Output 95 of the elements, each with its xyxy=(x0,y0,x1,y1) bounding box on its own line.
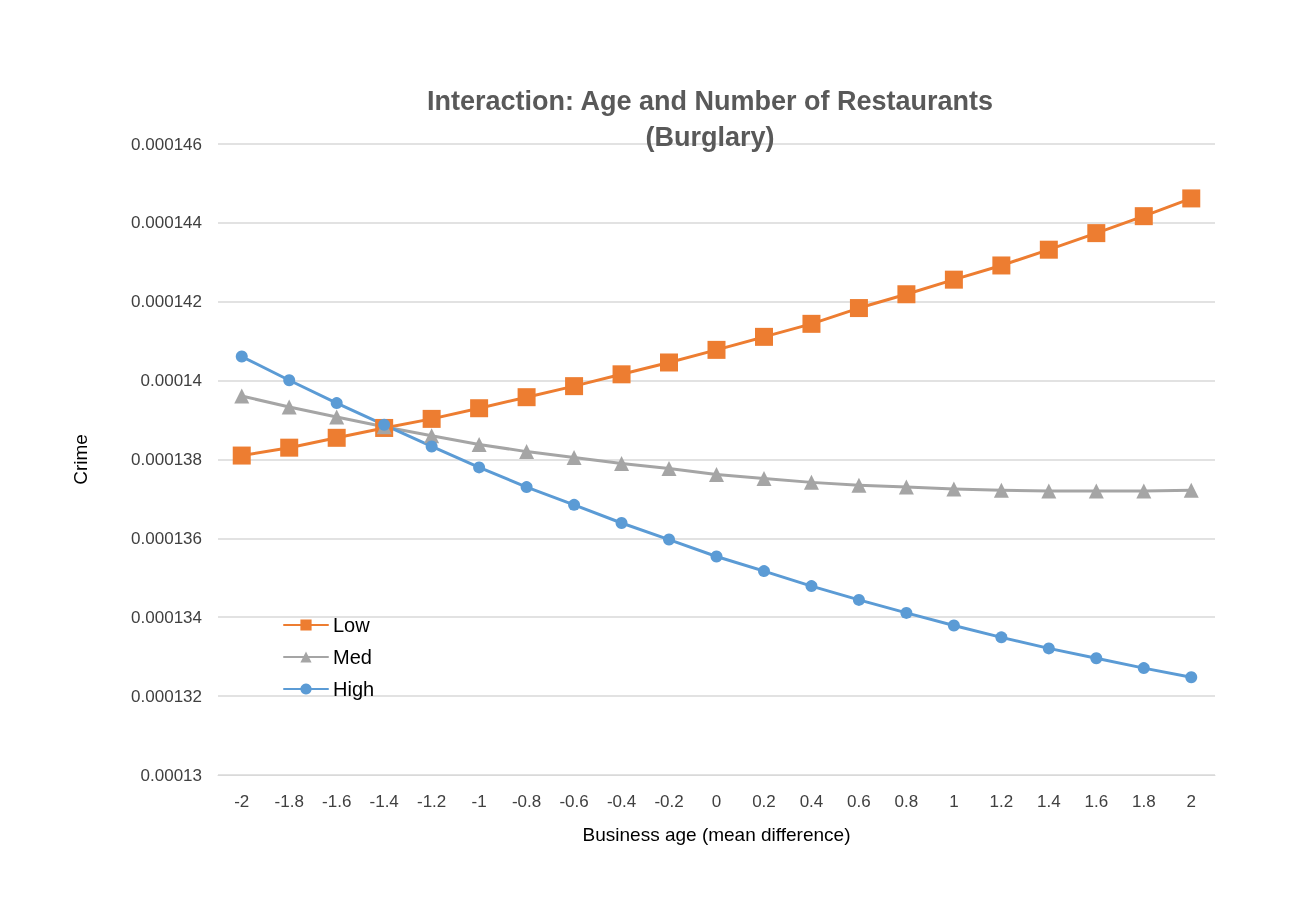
x-tick-label: -1.4 xyxy=(369,792,399,811)
x-tick-label: 0 xyxy=(711,792,722,811)
point xyxy=(327,428,346,447)
x-tick-label: -0.6 xyxy=(559,792,589,811)
point xyxy=(1088,483,1104,499)
y-tick-label: 0.000146 xyxy=(131,134,202,154)
point xyxy=(851,477,867,493)
x-tick-label: -2 xyxy=(234,792,250,811)
point xyxy=(614,455,630,471)
point xyxy=(757,565,770,578)
point xyxy=(946,481,962,497)
x-tick-label: 0.6 xyxy=(847,792,871,811)
y-tick-label: 0.000138 xyxy=(131,450,202,469)
x-tick-label: 0.8 xyxy=(894,792,919,811)
y-tick-label: 0.000134 xyxy=(131,607,202,627)
point xyxy=(710,550,723,563)
point xyxy=(329,409,345,425)
x-axis-title: Business age (mean difference) xyxy=(582,824,851,845)
point xyxy=(234,388,250,404)
point xyxy=(1134,207,1153,226)
point xyxy=(707,340,726,359)
point xyxy=(517,388,536,407)
point xyxy=(473,461,486,474)
point xyxy=(568,498,581,511)
point xyxy=(803,474,819,490)
point xyxy=(1039,240,1058,259)
point xyxy=(995,631,1008,644)
point xyxy=(944,270,963,289)
x-tick-label: -0.8 xyxy=(511,792,542,811)
point xyxy=(330,397,343,410)
point xyxy=(425,440,438,453)
point xyxy=(520,481,533,494)
point xyxy=(852,593,865,606)
x-tick-label: 1.4 xyxy=(1037,792,1061,811)
chart-title: Interaction: Age and Number of Restaurants (Burglary) xyxy=(426,86,994,152)
legend-label: Low xyxy=(333,614,371,636)
point xyxy=(1183,482,1199,498)
x-tick-label: -1.6 xyxy=(322,792,352,811)
point xyxy=(1136,483,1152,499)
point xyxy=(1182,189,1201,208)
y-axis-title: Crime xyxy=(70,434,91,485)
point xyxy=(1137,662,1150,675)
point xyxy=(280,438,299,457)
point xyxy=(615,517,628,529)
point xyxy=(900,606,913,619)
point xyxy=(566,450,582,466)
y-tick-label: 0.00013 xyxy=(140,765,202,785)
point xyxy=(805,580,818,593)
point xyxy=(993,482,1009,498)
legend-label: High xyxy=(333,678,375,700)
x-tick-label: 0.2 xyxy=(752,792,776,811)
point xyxy=(283,374,296,387)
x-tick-label: 1.2 xyxy=(989,792,1014,811)
point xyxy=(709,466,724,482)
point xyxy=(232,446,251,465)
x-tick-label: -0.2 xyxy=(654,792,684,811)
point xyxy=(471,437,487,453)
x-tick-label: -0.4 xyxy=(606,792,637,811)
x-tick-label: -1.2 xyxy=(416,792,447,811)
x-tick-label: 2 xyxy=(1186,792,1196,811)
point xyxy=(849,299,868,318)
y-tick-label: 0.000136 xyxy=(131,528,202,548)
point xyxy=(1090,652,1103,665)
point xyxy=(754,327,773,346)
point xyxy=(661,461,677,477)
point xyxy=(663,533,676,546)
point xyxy=(1185,671,1198,684)
x-tick-label: -1.8 xyxy=(274,792,304,811)
point xyxy=(1087,224,1106,243)
point xyxy=(756,470,772,486)
point xyxy=(898,479,914,495)
point xyxy=(422,409,441,428)
x-tick-label: 0.4 xyxy=(799,792,824,811)
y-tick-label: 0.000132 xyxy=(131,686,202,706)
x-tick-label: 1.8 xyxy=(1131,792,1156,811)
point xyxy=(235,350,248,363)
point xyxy=(947,619,960,632)
point xyxy=(897,285,916,304)
point xyxy=(281,399,297,415)
x-tick-label: -1 xyxy=(471,792,487,811)
point xyxy=(612,365,631,384)
y-tick-label: 0.00014 xyxy=(140,371,202,391)
point xyxy=(1041,483,1057,499)
point xyxy=(660,353,679,372)
point xyxy=(565,377,584,396)
point xyxy=(519,444,535,460)
x-tick-label: 1.6 xyxy=(1084,792,1109,811)
point xyxy=(992,256,1011,275)
point xyxy=(802,314,821,333)
point xyxy=(1042,642,1055,655)
y-tick-label: 0.000142 xyxy=(131,292,202,312)
y-tick-label: 0.000144 xyxy=(131,213,202,233)
legend-label: Med xyxy=(333,646,372,668)
x-tick-label: 1 xyxy=(949,792,959,811)
point xyxy=(470,399,489,418)
